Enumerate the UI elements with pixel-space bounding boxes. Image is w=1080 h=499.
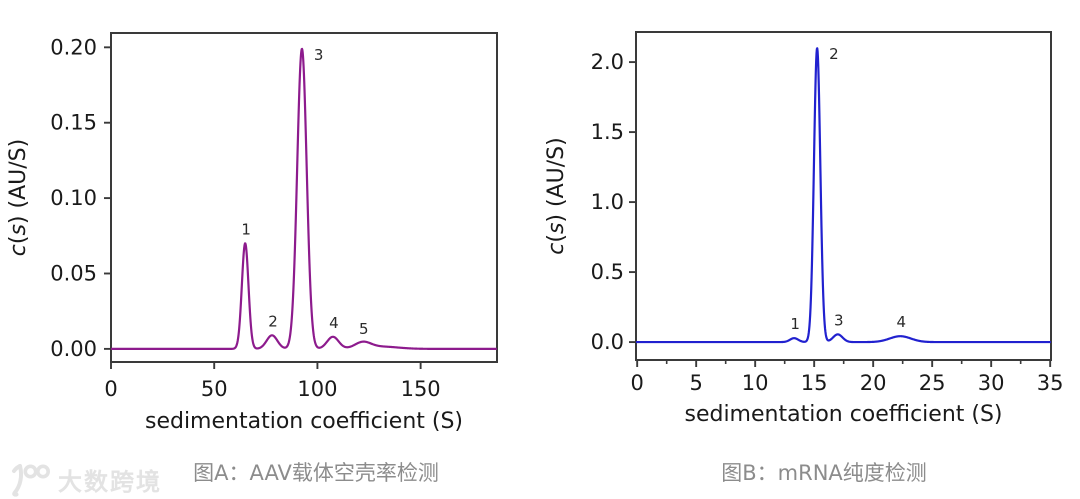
peak-label-1: 1 — [790, 315, 800, 333]
x-axis-label: sedimentation coefficient (S) — [684, 402, 1002, 427]
x-tick-label: 150 — [401, 377, 441, 401]
peak-label-2: 2 — [829, 45, 839, 63]
chart-b-sedimentation-plot: 0 5 10 15 20 25 30 35 0.0 0.5 1.0 1.5 2.0 sedimentati… — [544, 31, 1064, 427]
x-tick-label: 15 — [801, 371, 828, 395]
y-axis-label: c(s) (AU/S) — [544, 137, 569, 254]
peak-label-4: 4 — [329, 314, 339, 332]
y-tick-label: 2.0 — [591, 50, 624, 74]
x-tick-label: 100 — [297, 377, 337, 401]
chart-b-caption: 图B：mRNA纯度检测 — [721, 461, 927, 485]
x-tick-label: 50 — [201, 377, 228, 401]
y-tick-label: 0.5 — [591, 260, 624, 284]
y-tick-label: 0.05 — [50, 261, 97, 285]
y-tick-label: 1.0 — [591, 190, 624, 214]
y-tick-label: 0.15 — [50, 111, 97, 135]
x-tick-label: 25 — [919, 371, 946, 395]
watermark: 大数跨境 — [7, 460, 162, 498]
watermark-text: 大数跨境 — [58, 467, 162, 496]
peak-label-3: 3 — [314, 46, 324, 64]
y-axis-label: c(s) (AU/S) — [6, 139, 31, 256]
peak-label-1: 1 — [241, 220, 251, 238]
x-tick-label: 30 — [978, 371, 1005, 395]
100-logo-icon — [12, 464, 50, 497]
x-tick-label: 10 — [742, 371, 769, 395]
chart-a-caption: 图A：AAV载体空壳率检测 — [193, 461, 439, 485]
peak-label-2: 2 — [268, 312, 278, 330]
x-axis-label: sedimentation coefficient (S) — [145, 409, 463, 434]
y-tick-label: 0.0 — [591, 330, 624, 354]
x-tick-label: 0 — [104, 377, 117, 401]
y-tick-label: 1.5 — [591, 120, 624, 144]
cs-distribution-curve — [110, 47, 498, 350]
cs-distribution-curve — [635, 47, 1052, 344]
x-tick-label: 35 — [1037, 371, 1064, 395]
peak-label-5: 5 — [359, 320, 369, 338]
y-tick-label: 0.20 — [50, 35, 97, 59]
peak-label-4: 4 — [897, 313, 907, 331]
x-tick-label: 0 — [630, 371, 643, 395]
y-tick-label: 0.10 — [50, 186, 97, 210]
chart-a-sedimentation-plot: 0 50 100 150 0.00 0.05 0.10 0.15 0.20 sedimentati… — [6, 32, 498, 434]
x-tick-label: 5 — [689, 371, 702, 395]
y-tick-label: 0.00 — [50, 337, 97, 361]
x-tick-label: 20 — [860, 371, 887, 395]
peak-label-3: 3 — [834, 311, 844, 329]
